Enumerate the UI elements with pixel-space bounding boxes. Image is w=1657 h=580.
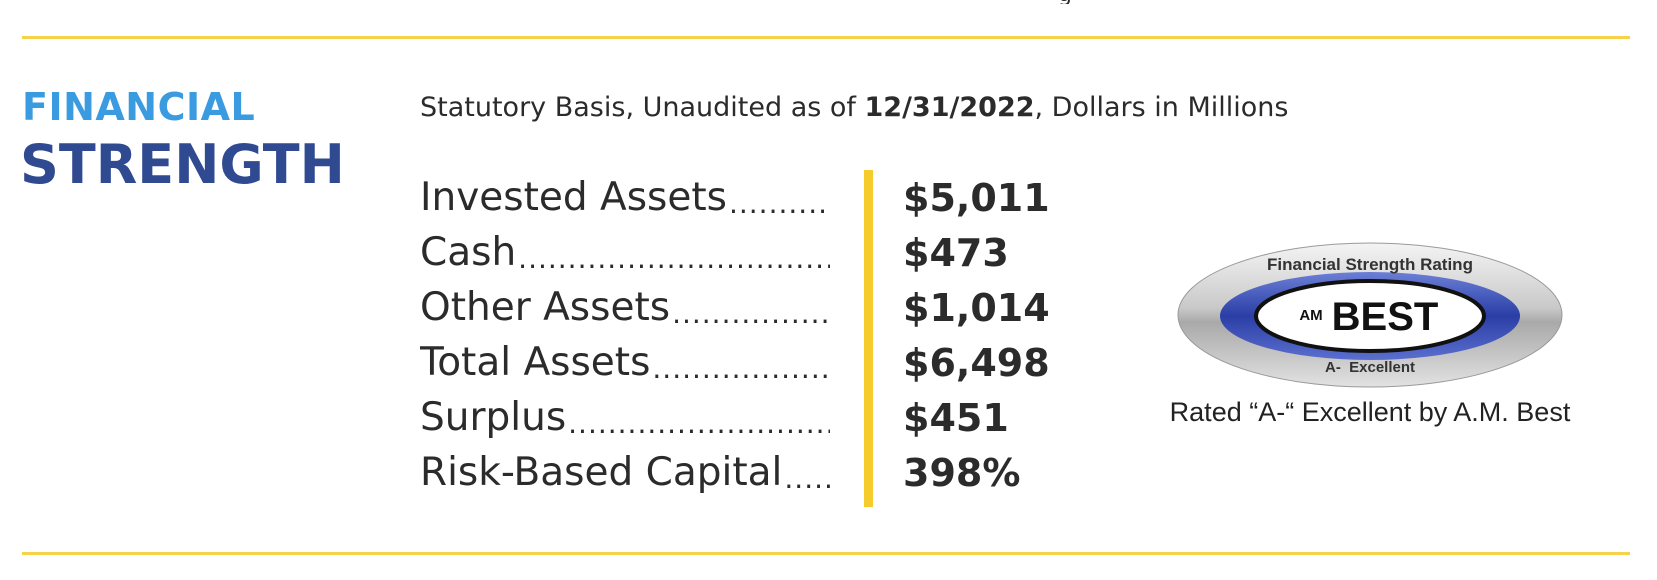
- financial-label: Risk-Based Capital: [420, 450, 783, 495]
- subtitle-prefix: Statutory Basis, Unaudited as of: [420, 92, 865, 123]
- financial-row-invested-assets: Invested Assets.........................…: [420, 170, 830, 225]
- financial-labels-column: Invested Assets.........................…: [420, 170, 830, 500]
- section-heading-strength: STRENGTH: [20, 133, 345, 196]
- financial-row-other-assets: Other Assets............................…: [420, 280, 830, 335]
- value-cash: $473: [903, 230, 1009, 275]
- section-heading-financial: FINANCIAL: [22, 85, 256, 129]
- top-divider-line: [22, 36, 1630, 39]
- badge-top-text: Financial Strength Rating: [1267, 255, 1473, 274]
- value-other-assets: $1,014: [903, 285, 1050, 330]
- statement-subtitle: Statutory Basis, Unaudited as of 12/31/2…: [420, 92, 1288, 123]
- badge-logo-am: AM: [1299, 307, 1322, 324]
- financial-row-cash: Cash....................................…: [420, 225, 830, 280]
- rating-caption: Rated “A-“ Excellent by A.M. Best: [1169, 397, 1571, 427]
- financial-label: Surplus: [420, 395, 567, 440]
- bottom-divider-line: [22, 552, 1630, 555]
- dot-leader: ........................................…: [518, 242, 830, 275]
- badge-logo-best: BEST: [1332, 295, 1439, 339]
- value-surplus: $451: [903, 395, 1009, 440]
- financial-values-column: $5,011 $473 $1,014 $6,498 $451 398%: [903, 170, 1050, 500]
- value-risk-based-capital: 398%: [903, 450, 1021, 495]
- subtitle-suffix: , Dollars in Millions: [1034, 92, 1289, 123]
- value-total-assets: $6,498: [903, 340, 1050, 385]
- am-best-rating-badge-icon: Financial Strength Rating AM BEST A- Exc…: [1175, 240, 1565, 390]
- badge-bottom-text: A- Excellent: [1325, 359, 1415, 376]
- cropped-text-fragment: g: [1058, 0, 1080, 4]
- subtitle-date: 12/31/2022: [864, 92, 1035, 123]
- dot-leader: ........................................…: [728, 187, 830, 220]
- financial-label: Other Assets: [420, 285, 671, 330]
- financial-label: Cash: [420, 230, 517, 275]
- financial-label: Total Assets: [420, 340, 651, 385]
- dot-leader: ........................................…: [784, 462, 830, 495]
- financial-row-surplus: Surplus.................................…: [420, 390, 830, 445]
- dot-leader: ........................................…: [652, 352, 830, 385]
- financial-label: Invested Assets: [420, 175, 727, 220]
- dot-leader: ........................................…: [672, 297, 830, 330]
- dot-leader: ........................................…: [568, 407, 830, 440]
- badge-inner-oval: [1254, 279, 1486, 353]
- financial-row-total-assets: Total Assets............................…: [420, 335, 830, 390]
- values-divider-bar: [864, 170, 873, 507]
- financial-row-risk-based-capital: Risk-Based Capital......................…: [420, 445, 830, 500]
- value-invested-assets: $5,011: [903, 175, 1050, 220]
